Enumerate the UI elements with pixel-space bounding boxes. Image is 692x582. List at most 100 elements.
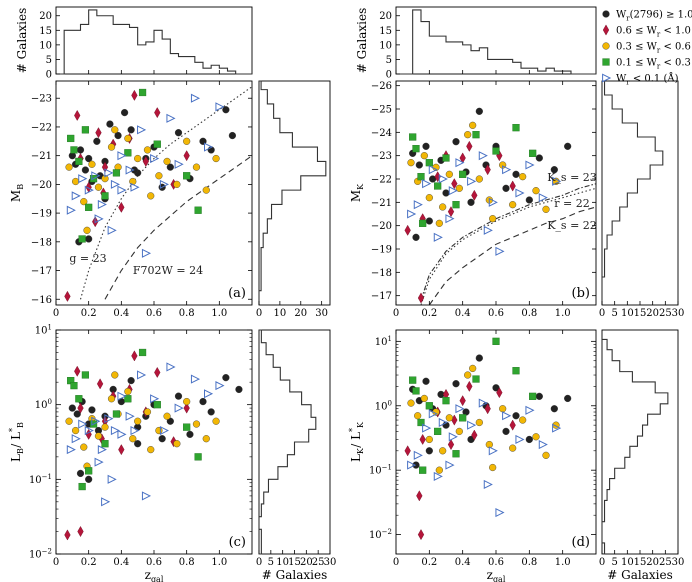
x-tick-label: 0.8: [179, 308, 195, 319]
mid3-point: [602, 58, 610, 66]
mid2-point: [173, 440, 181, 448]
mid3-point: [492, 147, 500, 155]
y-axis-label: MB: [9, 184, 25, 202]
mid3-point: [459, 170, 467, 178]
hist_right_d-frame: [601, 329, 679, 555]
weak-point: [495, 246, 505, 256]
annotation-ks22: K_s = 22: [547, 219, 597, 232]
x-tick-label: 1.0: [211, 557, 227, 568]
hist-x-tick-label: 20: [294, 308, 307, 319]
x-tick-label: 0.2: [81, 557, 97, 568]
mid2-point: [532, 187, 540, 195]
mid1-point: [602, 24, 610, 36]
y-axis-label-sub: K: [356, 447, 365, 454]
mid2-point: [80, 198, 88, 206]
mid2-point: [489, 463, 497, 472]
mid1-point: [509, 419, 516, 431]
strong-point: [88, 406, 96, 414]
hist_right_b-frame: [601, 80, 679, 306]
weak-point: [78, 174, 88, 184]
weak-point: [455, 158, 465, 168]
legend-label-pre: 0.3 ≤ W: [616, 42, 658, 53]
weak-point: [478, 398, 488, 408]
y-axis-label-main: M: [9, 190, 23, 202]
mid3-point: [101, 192, 109, 200]
mid3-point: [101, 440, 109, 448]
mid2-point: [542, 205, 550, 213]
mid2-point: [414, 412, 422, 420]
y-axis-label-main: L: [9, 454, 23, 462]
weak-point: [413, 450, 423, 460]
mid2-point: [134, 154, 142, 163]
y-tick-exponent: 0: [48, 398, 52, 406]
weak-point: [110, 426, 120, 436]
y-tick-exponent: −1: [382, 464, 392, 472]
y-axis-label-sub: K: [356, 183, 365, 190]
mid3-point: [529, 149, 537, 157]
strong-point: [412, 233, 420, 241]
hist-y-tick-label: 0: [386, 70, 392, 81]
strong-point: [120, 108, 129, 117]
x-tick-label: 0.8: [521, 557, 537, 568]
weak-point: [174, 403, 184, 413]
mid1-point: [118, 444, 125, 456]
mid1-point: [451, 178, 458, 190]
mid1-point: [416, 490, 423, 502]
hist-x-tick-label: 5: [268, 557, 274, 568]
strong-point: [174, 392, 183, 400]
mid2-point: [455, 184, 463, 192]
weak-point: [602, 73, 612, 83]
y-tick-label: −16: [31, 295, 52, 306]
strong-point: [85, 475, 93, 483]
panel-b-frame: [395, 80, 597, 306]
mid1-point: [404, 445, 411, 457]
mid1-point: [484, 403, 491, 415]
legend-label-sub: r: [657, 63, 661, 71]
mid3-point: [138, 348, 147, 357]
y-tick-exponent: 1: [48, 324, 52, 332]
mid3-point: [442, 154, 450, 162]
weak-point: [159, 426, 169, 436]
x-tick-label: 0.6: [488, 308, 504, 319]
strong-point: [127, 377, 135, 385]
strong-point: [415, 161, 423, 169]
mid3-point: [112, 410, 121, 418]
mid1-point: [496, 387, 503, 399]
panel-frames: [55, 6, 679, 555]
mid2-point: [155, 426, 163, 435]
strong-point: [512, 170, 520, 178]
y-tick-label: −17: [371, 291, 392, 302]
x-tick-label: 0.2: [81, 308, 97, 319]
legend-label: 0.1 ≤ Wr < 0.3: [616, 58, 691, 71]
mid3-point: [434, 427, 442, 436]
mid3-point: [434, 182, 442, 190]
weak-point: [166, 362, 176, 372]
y-tick-exponent: −1: [42, 473, 52, 481]
weak-point: [117, 429, 127, 439]
mid2-point: [94, 183, 103, 191]
y-tick-label: −22: [371, 175, 392, 186]
x-tick-label: 0.8: [521, 308, 537, 319]
mid1-point: [131, 350, 138, 362]
strong-point: [127, 126, 135, 134]
mid2-point: [111, 126, 119, 134]
hist-y-tick-label: 5: [386, 55, 392, 66]
legend-label-pre: 0.6 ≤ W: [616, 26, 658, 37]
hist-x-tick-label: 10: [621, 308, 634, 319]
weak-point: [502, 165, 512, 175]
y-axis-label-main: M: [349, 190, 363, 202]
y-tick-label: −23: [371, 151, 392, 162]
weak-point: [117, 151, 127, 161]
strong-point: [425, 217, 433, 225]
hist-x-tick-label: 30: [672, 308, 685, 319]
mid2-point: [65, 163, 73, 171]
mid3-point: [452, 201, 460, 209]
mid2-point: [107, 395, 116, 403]
mid2-point: [101, 423, 109, 431]
mid3-point: [85, 203, 93, 211]
weak-point: [488, 446, 498, 456]
mid1-point: [64, 529, 71, 541]
mid2-point: [147, 446, 155, 454]
hist-x-axis-label: # Galaxies: [262, 568, 327, 582]
legend: Wr(2796) ≥ 1.00.6 ≤ Wr < 1.00.3 ≤ Wr < 0…: [602, 10, 692, 87]
